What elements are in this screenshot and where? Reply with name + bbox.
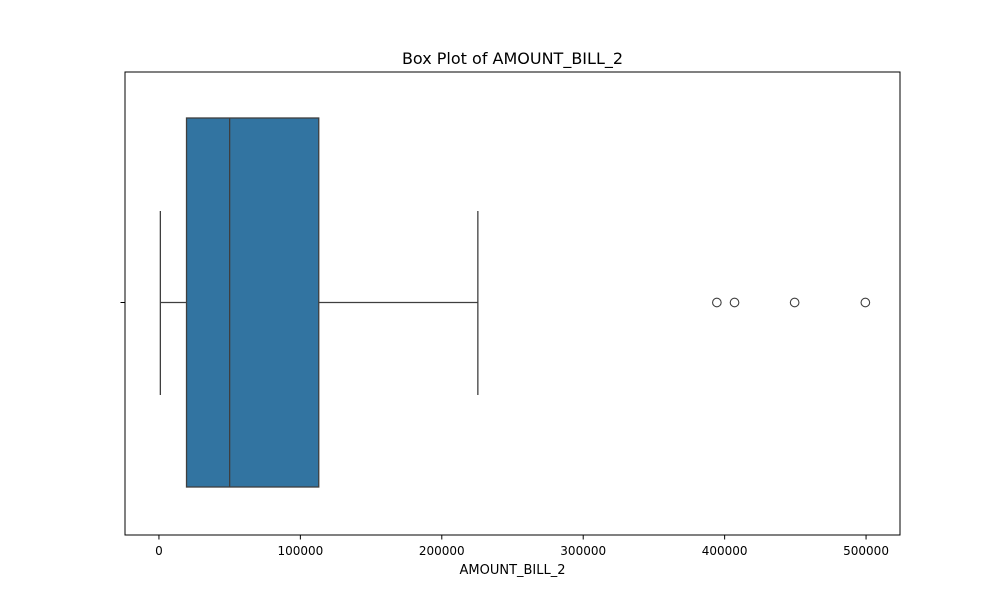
outlier-point	[712, 297, 722, 308]
x-axis-ticks: 0 100000 200000 300000 400000 500000	[155, 535, 889, 558]
x-tick-label: 500000	[843, 544, 889, 558]
outlier-point	[860, 297, 871, 308]
x-axis-label: AMOUNT_BILL_2	[459, 563, 565, 578]
x-tick-label: 0	[155, 544, 163, 558]
x-tick-label: 200000	[419, 544, 465, 558]
outlier-point	[789, 297, 800, 308]
axes-frame	[124, 71, 901, 536]
x-tick-label: 100000	[277, 544, 323, 558]
x-tick-label: 400000	[702, 544, 748, 558]
plot-area	[159, 117, 871, 488]
x-tick-label: 300000	[560, 544, 606, 558]
chart-title: Box Plot of AMOUNT_BILL_2	[402, 49, 623, 69]
iqr-box	[185, 117, 320, 488]
outlier-point	[729, 297, 740, 308]
